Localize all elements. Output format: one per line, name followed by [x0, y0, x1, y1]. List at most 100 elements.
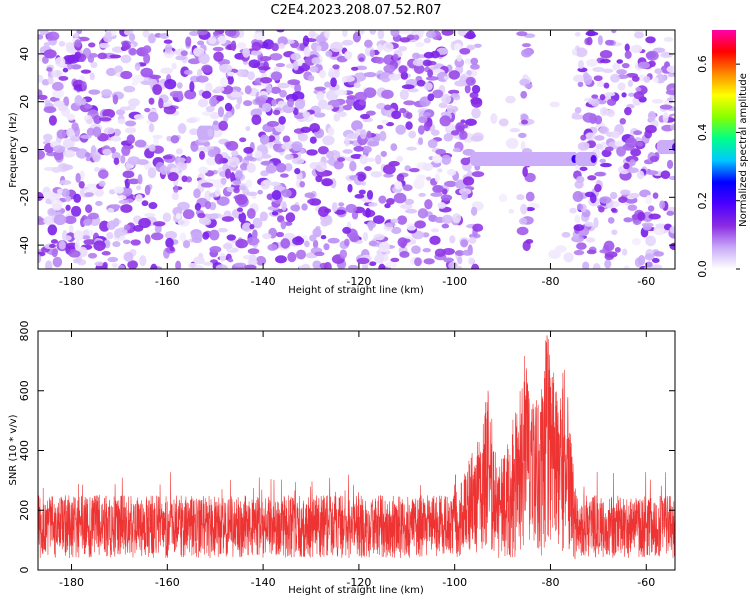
heatmap-cell — [647, 205, 655, 212]
heatmap-cell — [116, 227, 128, 236]
heatmap-cell — [330, 77, 337, 88]
heatmap-cell — [451, 213, 462, 224]
heatmap-cell — [269, 181, 281, 187]
heatmap-cell — [204, 82, 213, 93]
heatmap-cell — [220, 85, 234, 95]
heatmap-cell — [98, 42, 110, 49]
heatmap-cell — [148, 33, 156, 44]
heatmap-cell — [370, 171, 383, 178]
heatmap-cell — [184, 89, 197, 100]
heatmap-cell — [628, 192, 640, 199]
heatmap-cell — [230, 40, 237, 52]
heatmap-cell — [624, 107, 632, 116]
heatmap-cell — [548, 249, 561, 259]
heatmap-cell — [463, 32, 476, 39]
heatmap-cell — [397, 215, 408, 225]
heatmap-cell — [271, 99, 277, 107]
heatmap-cell — [204, 200, 212, 210]
heatmap-cell — [377, 30, 385, 40]
heatmap-cell — [413, 64, 425, 74]
heatmap-cell — [122, 170, 135, 179]
heatmap-cell — [600, 162, 612, 168]
heatmap-cell — [430, 228, 440, 233]
heatmap-cell — [99, 220, 110, 232]
heatmap-cell — [148, 97, 155, 105]
heatmap-cell — [623, 162, 630, 170]
heatmap-cell — [137, 173, 143, 185]
heatmap-cell — [373, 233, 385, 241]
heatmap-cell — [66, 127, 75, 138]
heatmap-cell — [437, 168, 443, 173]
heatmap-cell — [406, 223, 417, 231]
heatmap-cell — [70, 205, 82, 217]
heatmap-cell — [669, 225, 675, 234]
heatmap-cell — [294, 82, 302, 94]
snr-x-tick-label: -120 — [346, 576, 371, 589]
heatmap-cell — [406, 146, 417, 151]
heatmap-cell — [604, 259, 612, 269]
heatmap-cell — [43, 216, 54, 226]
heatmap-cell — [48, 243, 56, 248]
heatmap-cell — [218, 120, 229, 131]
heatmap-cell — [422, 247, 432, 253]
heatmap-cell — [188, 262, 198, 269]
heatmap-cell — [629, 159, 636, 166]
heatmap-cell — [80, 69, 92, 74]
heatmap-cell — [142, 45, 152, 54]
heatmap-cell — [181, 175, 188, 183]
heatmap-cell — [498, 118, 509, 127]
heatmap-cell — [622, 248, 628, 256]
heatmap-cell — [164, 78, 177, 90]
heatmap-cell — [599, 49, 613, 59]
heatmap-cell — [216, 95, 225, 102]
heatmap-cell — [150, 232, 164, 241]
heatmap-cell — [61, 164, 74, 171]
heatmap-cell — [282, 135, 291, 143]
heatmap-cell — [78, 180, 85, 189]
heatmap-x-tick-label: -80 — [541, 275, 559, 288]
heatmap-cell — [627, 204, 638, 211]
heatmap-cell — [234, 193, 248, 205]
heatmap-cell — [292, 60, 299, 71]
heatmap-cell — [576, 203, 583, 211]
heatmap-cell — [83, 218, 92, 226]
heatmap-cell — [585, 237, 596, 243]
heatmap-cell — [46, 67, 53, 72]
heatmap-cell — [133, 114, 145, 120]
heatmap-cell — [324, 104, 334, 111]
heatmap-cell — [244, 85, 252, 95]
heatmap-cell — [204, 190, 212, 201]
heatmap-cell — [633, 130, 643, 136]
heatmap-cell — [287, 98, 295, 108]
heatmap-cell — [245, 126, 251, 132]
heatmap-cell — [179, 232, 187, 242]
heatmap-cell — [424, 199, 433, 210]
heatmap-cell — [275, 162, 287, 173]
heatmap-cell — [605, 146, 614, 152]
heatmap-cell — [602, 68, 614, 73]
heatmap-cell — [234, 262, 247, 267]
heatmap-cell — [141, 200, 149, 207]
heatmap-cell — [259, 55, 272, 62]
heatmap-cell — [398, 45, 408, 52]
heatmap-cell — [644, 253, 655, 261]
heatmap-cell — [233, 179, 242, 186]
heatmap-cell — [110, 204, 121, 210]
snr-y-axis: 0 200 400 600 800 — [18, 321, 675, 574]
heatmap-cell — [643, 75, 651, 83]
heatmap-cell — [320, 218, 329, 227]
heatmap-cell — [159, 165, 168, 175]
heatmap-cell — [462, 249, 473, 256]
heatmap-cell — [400, 241, 406, 249]
heatmap-cell — [358, 57, 365, 62]
heatmap-cell — [175, 148, 183, 155]
heatmap-cell — [224, 102, 233, 112]
heatmap-cell — [660, 170, 671, 179]
heatmap-cell — [524, 83, 533, 89]
heatmap-cell — [182, 240, 191, 249]
heatmap-x-label: Height of straight line (km) — [288, 285, 424, 296]
heatmap-cell — [113, 217, 120, 227]
heatmap-cell — [57, 188, 63, 194]
heatmap-cell — [62, 138, 75, 150]
heatmap-cell — [68, 250, 81, 258]
